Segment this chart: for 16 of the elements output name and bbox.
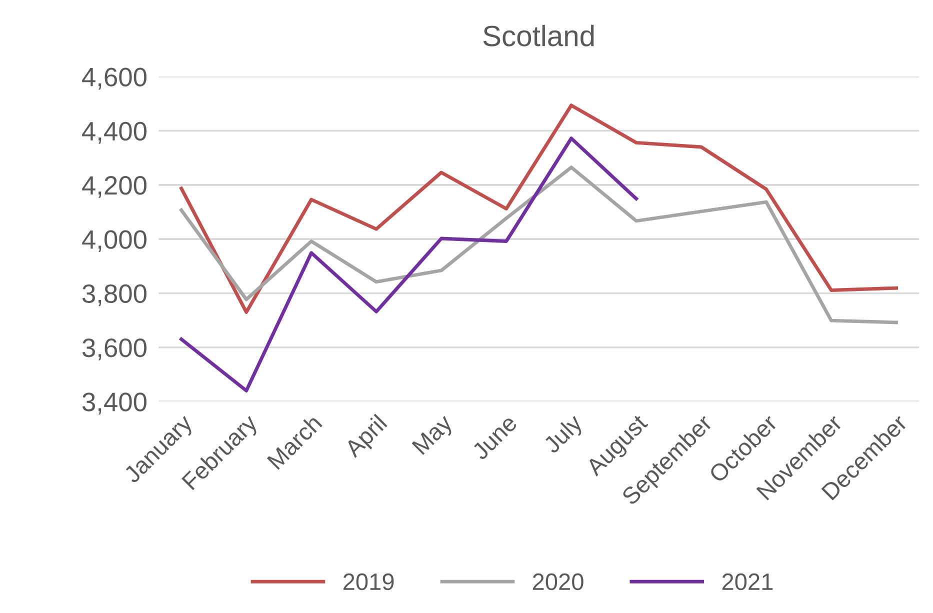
x-tick-label: July [542, 412, 587, 458]
y-tick-label: 3,600 [82, 338, 146, 360]
line-series [180, 136, 638, 392]
legend-label: 2020 [532, 573, 584, 590]
y-tick-label: 4,600 [82, 68, 146, 90]
chart-title: Scotland [483, 24, 594, 46]
legend-label: 2019 [343, 573, 394, 590]
line-series [180, 166, 898, 324]
y-tick-label: 3,400 [82, 392, 146, 414]
y-tick-label: 4,400 [82, 122, 146, 144]
line-series [180, 104, 898, 314]
legend-label: 2021 [722, 573, 773, 590]
y-tick-label: 4,000 [82, 230, 146, 252]
y-tick-label: 3,800 [82, 284, 146, 306]
x-tick-label: May [412, 413, 457, 458]
y-tick-label: 4,200 [82, 176, 146, 198]
